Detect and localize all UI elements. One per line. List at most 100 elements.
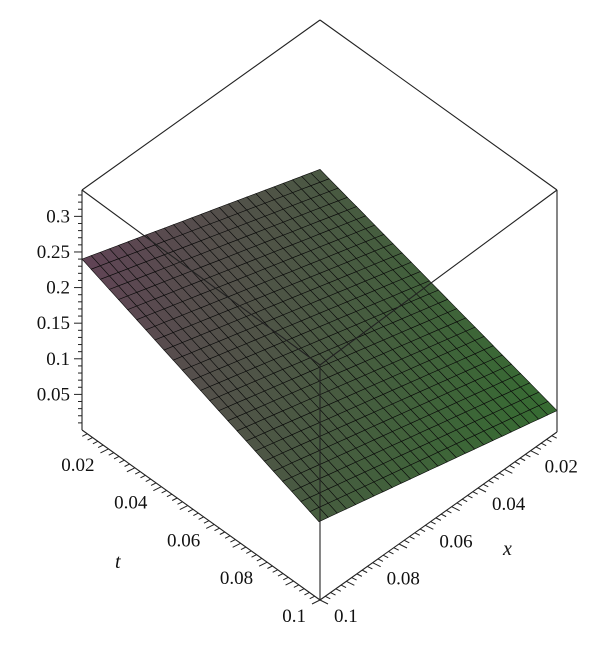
x-tick-mark bbox=[404, 539, 410, 544]
x-tick-mark bbox=[472, 491, 478, 495]
t-tick-mark bbox=[177, 501, 183, 505]
x-tick-mark bbox=[456, 502, 463, 506]
x-tick-mark bbox=[435, 517, 442, 521]
t-tick-mark bbox=[113, 455, 120, 460]
x-tick-mark bbox=[419, 528, 426, 533]
x-tick-mark bbox=[377, 558, 384, 562]
x-tick-mark bbox=[398, 543, 408, 549]
t-tick-mark bbox=[140, 474, 146, 479]
x-tick-mark bbox=[504, 468, 513, 474]
x-tick-mark bbox=[477, 487, 487, 493]
t-tick-mark bbox=[219, 531, 226, 535]
t-tick-label: 0.06 bbox=[167, 530, 200, 551]
z-axis-ticks: 0.05 0.1 0.15 0.2 0.25 0.3 bbox=[37, 194, 82, 424]
x-tick-mark bbox=[446, 509, 452, 514]
t-tick-mark bbox=[203, 520, 210, 524]
x-tick-label: 0.08 bbox=[387, 569, 420, 590]
t-tick-mark bbox=[311, 599, 321, 605]
t-tick-mark bbox=[230, 539, 236, 543]
x-tick-mark bbox=[540, 442, 547, 447]
t-tick-mark bbox=[171, 497, 178, 501]
t-tick-mark bbox=[309, 595, 315, 600]
t-tick-label: 0.08 bbox=[220, 568, 253, 589]
box-front-edge-3 bbox=[81, 189, 321, 366]
t-tick-mark bbox=[153, 486, 162, 492]
x-tick-label: 0.04 bbox=[492, 494, 526, 515]
t-tick-mark bbox=[232, 542, 241, 548]
t-tick-mark bbox=[82, 433, 88, 437]
t-tick-mark bbox=[100, 448, 109, 454]
x-axis-label: x bbox=[502, 538, 512, 560]
z-tick-label: 0.1 bbox=[46, 349, 70, 370]
x-tick-mark bbox=[451, 506, 460, 512]
t-tick-mark bbox=[224, 535, 231, 539]
x-tick-mark bbox=[388, 551, 394, 555]
t-tick-label: 0.1 bbox=[282, 606, 306, 627]
t-tick-mark bbox=[119, 459, 125, 464]
box-front-edge-4 bbox=[319, 189, 558, 366]
x-tick-mark bbox=[335, 588, 342, 592]
t-tick-mark bbox=[134, 471, 141, 475]
x-tick-mark bbox=[393, 547, 399, 551]
x-tick-mark bbox=[525, 453, 531, 458]
t-tick-mark bbox=[293, 584, 300, 588]
t-tick-mark bbox=[124, 463, 130, 467]
t-tick-label: 0.02 bbox=[61, 455, 94, 476]
t-tick-mark bbox=[246, 550, 252, 554]
t-tick-mark bbox=[126, 467, 136, 473]
t-tick-mark bbox=[251, 554, 257, 558]
t-axis-ticks: 0.02 0.04 0.06 0.08 0.1 bbox=[61, 433, 321, 627]
t-tick-mark bbox=[256, 557, 263, 562]
x-tick-mark bbox=[340, 584, 347, 589]
z-tick-label: 0.25 bbox=[37, 242, 70, 263]
t-tick-mark bbox=[166, 493, 173, 498]
t-tick-mark bbox=[187, 508, 194, 513]
x-tick-mark bbox=[514, 461, 521, 465]
bounding-box-front bbox=[81, 189, 558, 601]
x-tick-mark bbox=[467, 495, 473, 499]
surface-cell bbox=[310, 169, 330, 183]
t-tick-mark bbox=[97, 444, 104, 449]
x-tick-label: 0.02 bbox=[545, 457, 578, 478]
t-tick-mark bbox=[87, 437, 93, 441]
t-tick-mark bbox=[145, 478, 151, 483]
t-tick-mark bbox=[267, 565, 273, 569]
x-tick-mark bbox=[382, 554, 389, 559]
t-tick-mark bbox=[277, 573, 284, 577]
t-tick-mark bbox=[108, 452, 114, 456]
t-tick-mark bbox=[205, 523, 215, 529]
t-axis-label: t bbox=[115, 551, 121, 573]
t-tick-mark bbox=[304, 591, 310, 596]
surface-mesh bbox=[81, 169, 558, 523]
x-tick-mark bbox=[346, 580, 355, 586]
x-tick-mark bbox=[546, 439, 552, 443]
x-tick-mark bbox=[483, 483, 489, 488]
x-tick-mark bbox=[530, 450, 539, 456]
z-tick-label: 0.05 bbox=[37, 384, 70, 405]
x-tick-mark bbox=[440, 513, 447, 518]
x-tick-mark bbox=[551, 435, 557, 439]
t-tick-mark bbox=[285, 580, 294, 586]
t-tick-label: 0.04 bbox=[114, 493, 148, 514]
t-tick-mark bbox=[198, 516, 204, 520]
x-tick-mark bbox=[372, 562, 381, 568]
x-tick-mark bbox=[361, 569, 368, 574]
t-tick-mark bbox=[298, 588, 305, 592]
x-tick-mark bbox=[535, 446, 542, 450]
x-tick-mark bbox=[461, 498, 468, 503]
x-tick-mark bbox=[488, 480, 494, 484]
x-tick-mark bbox=[425, 524, 434, 530]
x-tick-label: 0.1 bbox=[334, 606, 358, 627]
t-tick-mark bbox=[258, 561, 268, 567]
x-tick-mark bbox=[414, 532, 421, 536]
x-tick-mark bbox=[493, 476, 500, 480]
t-tick-mark bbox=[193, 512, 199, 517]
t-tick-mark bbox=[240, 546, 247, 551]
x-axis-ticks: 0.02 0.04 0.06 0.08 0.1 bbox=[319, 435, 578, 627]
x-tick-label: 0.06 bbox=[439, 531, 472, 552]
x-tick-mark bbox=[430, 521, 436, 525]
t-tick-mark bbox=[214, 527, 220, 532]
t-tick-mark bbox=[179, 505, 189, 511]
box-back-edge-1 bbox=[319, 19, 558, 191]
